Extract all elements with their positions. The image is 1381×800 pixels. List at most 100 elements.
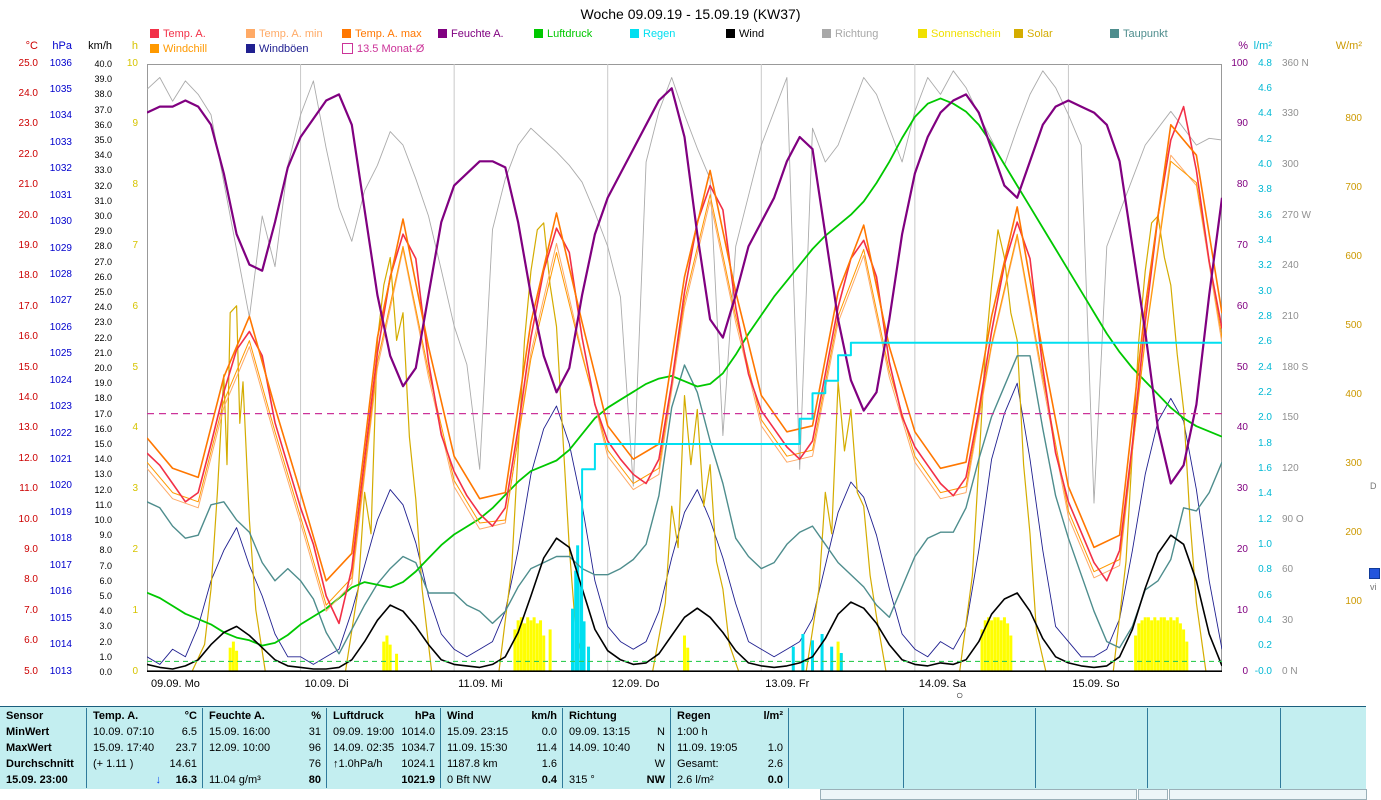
legend-item-luftdruck[interactable]: Luftdruck — [534, 27, 630, 40]
axis-tick: 23.0 — [94, 317, 112, 328]
series-bar-regen-rate — [579, 583, 583, 672]
series-bar-sonnenschein — [1134, 635, 1138, 672]
axis-tick: 33.0 — [94, 165, 112, 176]
axis-tick: 34.0 — [94, 150, 112, 161]
axis-tick: 4.4 — [1258, 108, 1272, 120]
axis-unit-label: l/m² — [1253, 40, 1272, 52]
stats-col-title: Richtung — [562, 708, 632, 724]
axis-tick: 40 — [1236, 422, 1248, 434]
axis-tick: 1.8 — [1258, 437, 1272, 449]
series-bar-sonnenschein — [228, 647, 232, 672]
day-label: 13.09. Fr — [765, 678, 810, 690]
stats-min-value: 1014.0 — [401, 726, 435, 738]
stats-empty-cell — [903, 756, 1035, 772]
legend-item-temp-a-min[interactable]: Temp. A. min — [246, 27, 342, 40]
day-label: 14.09. Sa — [918, 678, 966, 690]
axis-tick: 15.0 — [18, 361, 38, 373]
series-bar-sonnenschein — [519, 617, 523, 672]
axis-tick: 30 — [1236, 483, 1248, 495]
stats-row-label: MaxWert — [6, 742, 52, 754]
stats-empty-cell — [1280, 772, 1366, 788]
axis-tick: 100 — [1345, 596, 1362, 608]
axis-tick: 14.0 — [94, 454, 112, 465]
stats-empty-cell — [1147, 708, 1280, 724]
series-bar-sonnenschein — [993, 617, 997, 672]
axis-tick: 400 — [1345, 389, 1362, 401]
stats-col-title: Wind — [440, 708, 520, 724]
axis-tick: 1026 — [49, 321, 72, 333]
axis-tick: 3.2 — [1258, 260, 1272, 272]
legend-item-taupunkt[interactable]: Taupunkt — [1110, 27, 1206, 40]
series-bar-sonnenschein — [836, 641, 840, 672]
weather-chart-plot[interactable] — [147, 64, 1222, 672]
axis-tick: 2.8 — [1258, 310, 1272, 322]
legend-item-regen[interactable]: Regen — [630, 27, 726, 40]
axis-tick: 1016 — [49, 586, 72, 598]
axis-tick: 4.2 — [1258, 133, 1272, 145]
legend-item-wind[interactable]: Wind — [726, 27, 822, 40]
legend-item-13-5-monat[interactable]: 13.5 Monat-Ø — [342, 42, 438, 55]
series-bar-sonnenschein — [1150, 620, 1154, 672]
series-temp-a — [147, 105, 1222, 625]
axis-tick: 0.2 — [1258, 640, 1272, 652]
axis-tick: 5.0 — [24, 665, 38, 677]
legend-label: Solar — [1027, 27, 1053, 40]
windchill-color-swatch — [150, 44, 159, 53]
series-feuchte-a — [147, 87, 1222, 485]
axis-tick: 1.2 — [1258, 513, 1272, 525]
axis-tick: 100 — [1231, 57, 1248, 69]
stats-min-value: 6.5 — [181, 726, 197, 738]
legend-label: Temp. A. — [163, 27, 206, 40]
stats-avg-value: 1024.1 — [401, 758, 435, 770]
series-bar-regen-rate — [587, 646, 591, 672]
richtung-color-swatch — [822, 29, 831, 38]
legend-item-richtung[interactable]: Richtung — [822, 27, 918, 40]
axis-tick: 6 — [132, 300, 138, 312]
legend-label: Feuchte A. — [451, 27, 504, 40]
stats-empty-cell — [1280, 708, 1366, 724]
legend-item-windb-en[interactable]: Windböen — [246, 42, 342, 55]
stats-empty-cell — [788, 740, 903, 756]
legend-label: Taupunkt — [1123, 27, 1168, 40]
axis-tick: 2.6 — [1258, 336, 1272, 348]
legend-item-feuchte-a[interactable]: Feuchte A. — [438, 27, 534, 40]
side-blue-icon[interactable] — [1369, 568, 1380, 579]
series-bar-sonnenschein — [1143, 617, 1147, 672]
series-bar-sonnenschein — [539, 620, 543, 672]
legend-item-windchill[interactable]: Windchill — [150, 42, 246, 55]
axis-tick: 8.0 — [99, 545, 112, 556]
axis-tick: 7.0 — [99, 560, 112, 571]
axis-tick: 1013 — [49, 665, 72, 677]
series-taupunkt — [147, 355, 1222, 655]
solar-color-swatch — [1014, 29, 1023, 38]
axis-tick: 23.0 — [18, 118, 38, 130]
axis-tick: 25.0 — [18, 57, 38, 69]
stats-empty-cell — [903, 708, 1035, 724]
stats-min-value: N — [657, 726, 665, 738]
temp-a-max-color-swatch — [342, 29, 351, 38]
legend-item-solar[interactable]: Solar — [1014, 27, 1110, 40]
stats-empty-cell — [1035, 756, 1147, 772]
series-windb-en — [147, 382, 1222, 665]
axis-tick: 210 — [1282, 310, 1299, 322]
axis-tick: 12.0 — [18, 452, 38, 464]
axis-tick: 9.0 — [99, 530, 112, 541]
axis-tick: 1025 — [49, 348, 72, 360]
axis-tick: 200 — [1345, 527, 1362, 539]
stats-max-text: 14.09. 10:40 — [562, 740, 632, 756]
axis-tick: 10 — [126, 57, 138, 69]
legend-item-temp-a-max[interactable]: Temp. A. max — [342, 27, 438, 40]
legend-item-sonnenschein[interactable]: Sonnenschein — [918, 27, 1014, 40]
axis-tick: 9.0 — [24, 543, 38, 555]
axis-tick: 35.0 — [94, 135, 112, 146]
legend-item-temp-a[interactable]: Temp. A. — [150, 27, 246, 40]
stats-min-text: 1:00 h — [670, 724, 744, 740]
stats-col-unit: °C — [184, 710, 197, 722]
axis-tick: 1.6 — [1258, 462, 1272, 474]
series-bar-sonnenschein — [548, 629, 552, 672]
axis-tick: 70 — [1236, 239, 1248, 251]
stats-row-label: Durchschnitt — [6, 758, 74, 770]
axis-tick: 1021 — [49, 454, 72, 466]
series-bar-sonnenschein — [231, 641, 235, 672]
